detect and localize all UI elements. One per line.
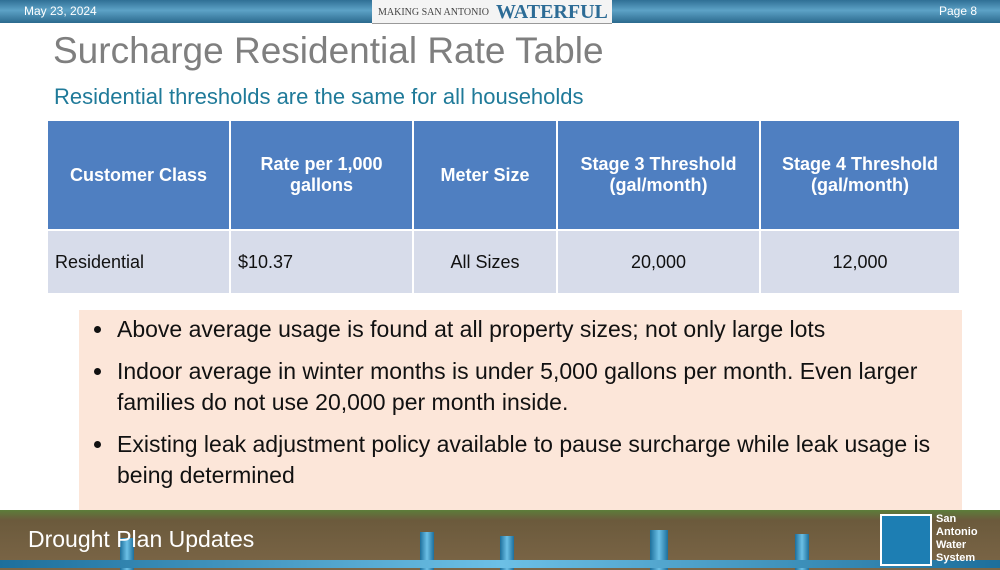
data-row: Residential $10.37 All Sizes 20,000 12,0… [46, 229, 961, 295]
banner-small: MAKING SAN ANTONIO [378, 7, 489, 18]
section-name: Drought Plan Updates [28, 526, 255, 552]
cell: 12,000 [759, 229, 961, 295]
cell: $10.37 [229, 229, 414, 295]
cell: Residential [46, 229, 231, 295]
top-bar: May 23, 2024 MAKING SAN ANTONIO WATERFUL… [0, 0, 1000, 24]
bullet: Above average usage is found at all prop… [115, 314, 962, 345]
page-number: Page 8 [939, 4, 978, 18]
logo-line: Water [936, 539, 967, 551]
logo-text: San Antonio Water System [936, 513, 978, 565]
column-header: Stage 3 Threshold (gal/month) [556, 119, 761, 231]
banner: MAKING SAN ANTONIO WATERFUL [372, 0, 612, 24]
logo-line: San [936, 513, 957, 525]
logo-line: System [936, 552, 976, 564]
rate-table: Customer Class Rate per 1,000 gallons Me… [46, 119, 961, 295]
notes-box: Above average usage is found at all prop… [79, 310, 962, 510]
logo [880, 514, 932, 566]
cell: 20,000 [556, 229, 761, 295]
footer: Drought Plan Updates San Antonio Water S… [0, 510, 1000, 570]
cell: All Sizes [412, 229, 558, 295]
column-header: Rate per 1,000 gallons [229, 119, 414, 231]
pipe [0, 560, 1000, 568]
title: Surcharge Residential Rate Table [53, 30, 604, 71]
column-header: Meter Size [412, 119, 558, 231]
date: May 23, 2024 [24, 4, 97, 18]
column-header: Customer Class [46, 119, 231, 231]
column-header: Stage 4 Threshold (gal/month) [759, 119, 961, 231]
bullet: Indoor average in winter months is under… [115, 356, 962, 418]
header-row: Customer Class Rate per 1,000 gallons Me… [46, 119, 961, 231]
logo-line: Antonio [936, 526, 978, 538]
bullet-list: Above average usage is found at all prop… [79, 314, 962, 491]
bullet: Existing leak adjustment policy availabl… [115, 429, 962, 491]
subtitle: Residential thresholds are the same for … [54, 84, 584, 109]
banner-large: WATERFUL [496, 1, 608, 23]
